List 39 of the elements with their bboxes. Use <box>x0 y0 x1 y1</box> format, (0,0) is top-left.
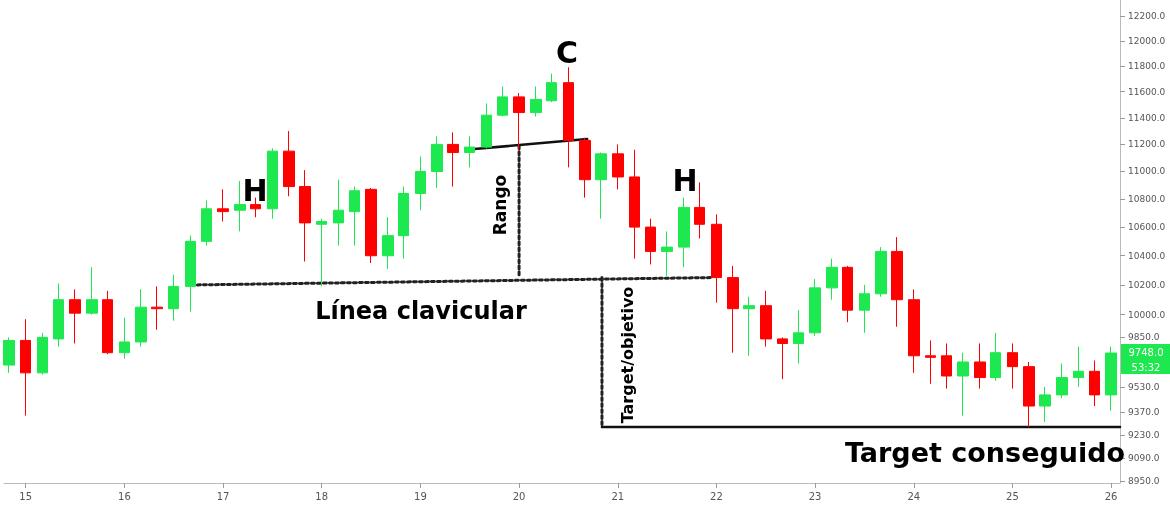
text: 53:32 <box>1131 361 1161 373</box>
annotation: H <box>242 172 268 208</box>
x-tick-label: 17 <box>216 490 230 502</box>
x-tick-label: 22 <box>710 490 723 502</box>
y-tick-label: 9850.0 <box>1128 332 1160 343</box>
y-tick-label: 12200.0 <box>1128 10 1166 21</box>
x-tick-label: 19 <box>414 490 427 502</box>
y-tick-label: 8950.0 <box>1128 476 1160 487</box>
y-tick-label: 10800.0 <box>1128 194 1166 205</box>
x-tick-label: 15 <box>19 490 33 502</box>
y-tick-label: 10000.0 <box>1128 309 1166 320</box>
x-tick-label: 23 <box>808 490 822 502</box>
y-tick-label: 11400.0 <box>1128 112 1166 123</box>
x-tick-label: 26 <box>1104 490 1118 502</box>
y-tick-label: 9090.0 <box>1128 453 1160 463</box>
annotation: Target/objetivo <box>617 286 637 424</box>
y-tick-label: 9230.0 <box>1128 430 1160 441</box>
y-tick-label: 11200.0 <box>1128 139 1166 150</box>
annotation: Línea clavicular <box>315 297 527 325</box>
annotation: H <box>672 162 698 198</box>
x-tick-label: 20 <box>512 490 526 502</box>
x-tick-label: 18 <box>315 490 329 502</box>
annotation: Rango <box>490 174 510 236</box>
x-tick-label: 16 <box>118 490 131 502</box>
y-tick-label: 11000.0 <box>1128 166 1166 177</box>
annotation: Target conseguido <box>844 436 1126 468</box>
x-tick-label: 21 <box>611 490 625 502</box>
y-tick-label: 10600.0 <box>1128 222 1166 233</box>
x-tick-label: 25 <box>1006 490 1019 502</box>
y-tick-label: 12000.0 <box>1128 35 1166 46</box>
x-tick-label: 24 <box>907 490 921 502</box>
annotation: C <box>555 34 579 70</box>
y-tick-label: 11600.0 <box>1128 86 1166 97</box>
y-tick-label: 10200.0 <box>1128 279 1166 290</box>
y-tick-label: 10400.0 <box>1128 250 1166 261</box>
y-tick-label: 9530.0 <box>1128 381 1160 392</box>
y-tick-label: 9370.0 <box>1128 407 1160 418</box>
y-tick-label: 11800.0 <box>1128 61 1166 72</box>
text: 9748.0 <box>1128 346 1164 358</box>
